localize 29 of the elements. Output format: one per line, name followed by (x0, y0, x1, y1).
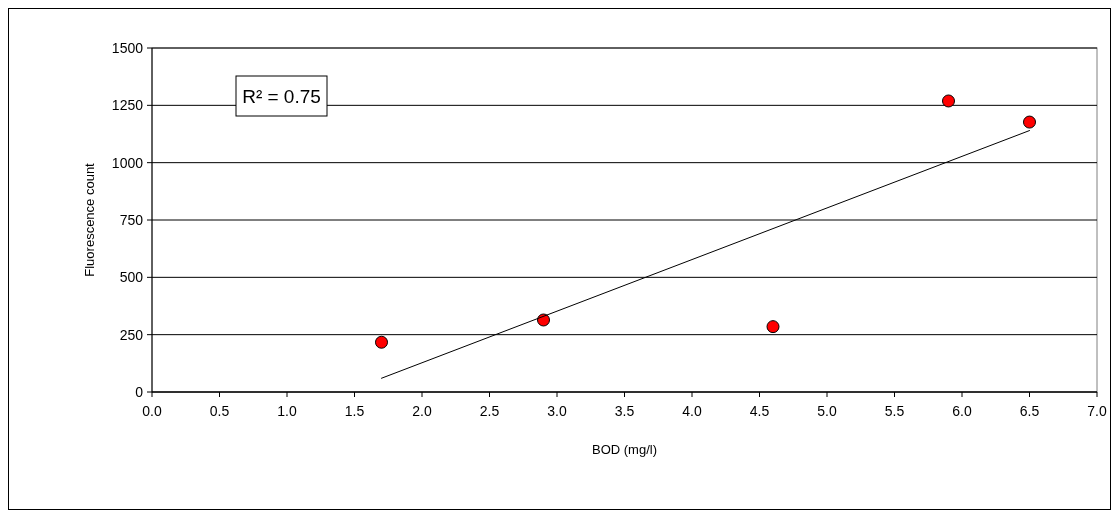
y-axis-title: Fluorescence count (82, 162, 97, 277)
x-tick-label: 4.0 (682, 403, 702, 419)
y-tick-label: 1250 (111, 97, 144, 114)
point (766, 320, 780, 334)
x-tick-label: 4.5 (749, 403, 770, 419)
x-tick-label: 5.5 (884, 403, 905, 419)
x-tick-label: 7.0 (1087, 403, 1107, 419)
x-tick-label: 6.0 (952, 403, 972, 419)
point (942, 94, 955, 108)
x-tick-label: 2.5 (479, 403, 500, 419)
x-tick-label: 3.5 (614, 403, 635, 419)
x-tick-label: 1.5 (344, 403, 365, 419)
point (1023, 115, 1036, 129)
y-tick-label: 250 (119, 326, 144, 343)
x-tick-label: 0.0 (142, 403, 162, 419)
y-tick-label: 750 (119, 211, 144, 228)
y-tick-label: 0 (135, 383, 144, 400)
annotation: R² = 0.75 (242, 86, 321, 107)
x-axis-title: BOD (mg/l) (592, 442, 657, 457)
y-tick-label: 500 (119, 269, 144, 286)
x-tick-label: 2.0 (412, 403, 432, 419)
x-tick-label: 5.0 (817, 403, 837, 419)
x-tick-label: 0.5 (209, 403, 230, 419)
y-tick-label: 1500 (111, 39, 144, 56)
y-tick-label: 1000 (111, 154, 144, 171)
x-tick-label: 6.5 (1019, 403, 1040, 419)
x-tick-label: 1.0 (277, 403, 297, 419)
point (375, 335, 388, 349)
x-tick-label: 3.0 (547, 403, 567, 419)
